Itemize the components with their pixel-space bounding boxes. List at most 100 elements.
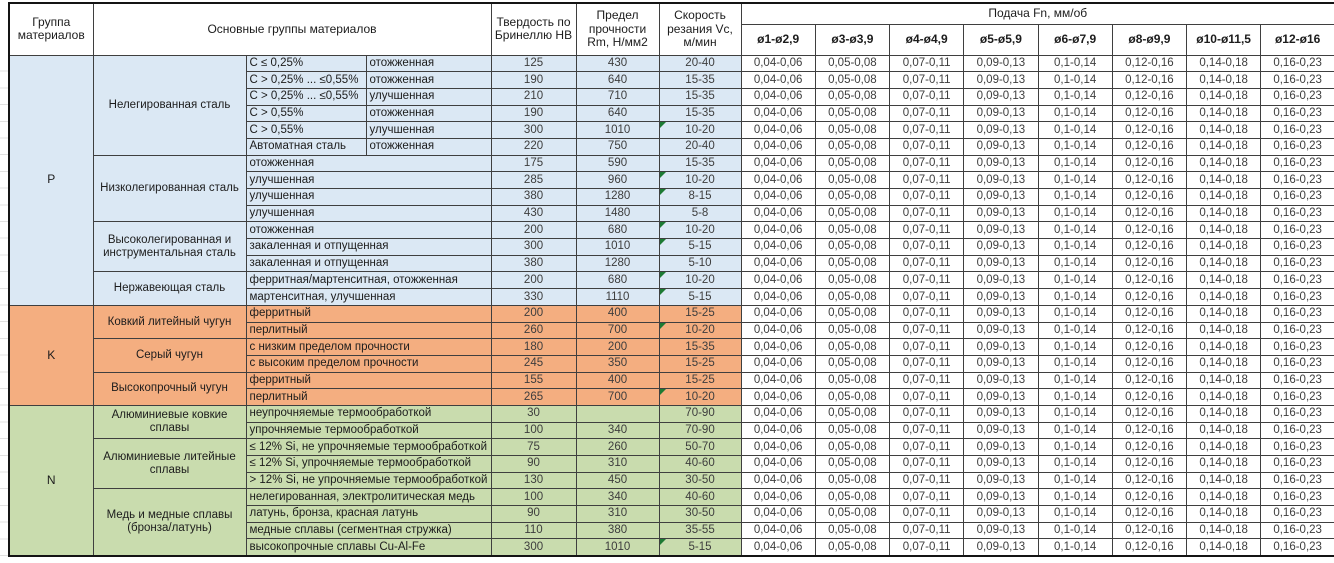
cutting-speed-value-cell: 40-60 <box>658 488 742 507</box>
feed-value-cell: 0,1-0,14 <box>1037 438 1113 456</box>
feed-value-cell: 0,07-0,11 <box>889 471 965 490</box>
strength-value-cell: 340 <box>575 488 660 507</box>
material-description-cell: отожженная <box>245 221 492 240</box>
group-code-cell: N <box>8 404 94 557</box>
feed-value-cell: 0,09-0,13 <box>963 288 1039 306</box>
cutting-speed-value-cell: 5-10 <box>658 254 742 273</box>
feed-value-cell: 0,16-0,23 <box>1260 171 1334 189</box>
excel-gridline-strip <box>0 55 8 558</box>
feed-value-cell: 0,05-0,08 <box>814 121 891 139</box>
material-description-cell: > 12% Si, не упрочняемые термообработкой <box>245 471 492 490</box>
feed-value-cell: 0,04-0,06 <box>740 338 816 356</box>
table-row: улучшенная 430 1480 5-8 0,04-0,06 0,05-0,08 0,… <box>9 204 1334 223</box>
hardness-value-cell: 100 <box>490 421 577 440</box>
feed-value-cell: 0,07-0,11 <box>889 304 965 323</box>
feed-value-cell: 0,16-0,23 <box>1260 254 1334 273</box>
feed-value-cell: 0,05-0,08 <box>814 271 891 290</box>
cutting-speed-value-cell: 10-20 <box>658 221 742 240</box>
cutting-speed-value-cell: 30-50 <box>658 505 742 523</box>
hardness-value-cell: 75 <box>490 438 577 456</box>
cutting-speed-value-cell: 15-35 <box>658 104 742 123</box>
feed-value-cell: 0,07-0,11 <box>889 254 965 273</box>
feed-value-cell: 0,07-0,11 <box>889 455 965 473</box>
strength-value-cell: 680 <box>575 221 660 240</box>
feed-value-cell: 0,09-0,13 <box>963 321 1039 340</box>
feed-value-cell: 0,09-0,13 <box>963 388 1039 406</box>
feed-value-cell: 0,1-0,14 <box>1037 421 1113 440</box>
feed-value-cell: 0,14-0,18 <box>1186 404 1262 423</box>
feed-value-cell: 0,14-0,18 <box>1186 204 1262 223</box>
error-marker-triangle-icon <box>660 322 666 329</box>
table-row: Медь и медные сплавы (бронза/латунь) неле… <box>9 488 1334 557</box>
feed-value-cell: 0,1-0,14 <box>1037 505 1113 523</box>
feed-value-cell: 0,16-0,23 <box>1260 104 1334 123</box>
feed-value-cell: 0,14-0,18 <box>1186 87 1262 106</box>
feed-value-cell: 0,04-0,06 <box>740 288 816 306</box>
feed-value-cell: 0,12-0,16 <box>1111 154 1188 173</box>
cutting-speed-value-cell: 10-20 <box>658 321 742 340</box>
feed-value-cell: 0,07-0,11 <box>889 371 965 390</box>
material-subgroup-cell: Автоматная сталь <box>245 137 367 156</box>
cutting-speed-value-cell: 10-20 <box>658 121 742 139</box>
feed-value-cell: 0,07-0,11 <box>889 321 965 340</box>
material-category-cell: Нелегированная сталь <box>92 54 247 156</box>
feed-value-cell: 0,1-0,14 <box>1037 188 1113 206</box>
feed-value-cell: 0,14-0,18 <box>1186 221 1262 240</box>
feed-value-cell: 0,04-0,06 <box>740 254 816 273</box>
material-state-cell: отожженная <box>365 137 492 156</box>
feed-value-cell: 0,09-0,13 <box>963 521 1039 540</box>
material-category-cell: Серый чугун <box>92 338 247 373</box>
feed-value-cell: 0,14-0,18 <box>1186 188 1262 206</box>
error-marker-triangle-icon <box>660 289 666 296</box>
material-description-cell: закаленная и отпущенная <box>245 238 492 256</box>
table-row: ≤ 12% Si, упрочняемые термообработкой 90 3… <box>9 455 1334 473</box>
feed-value-cell: 0,09-0,13 <box>963 471 1039 490</box>
feed-value-cell: 0,14-0,18 <box>1186 121 1262 139</box>
feed-value-cell: 0,12-0,16 <box>1111 521 1188 540</box>
feed-value-cell: 0,16-0,23 <box>1260 371 1334 390</box>
header-feed-diameter: ø8-ø9,9 <box>1111 23 1188 56</box>
feed-value-cell: 0,14-0,18 <box>1186 338 1262 356</box>
table-row: Нержавеющая сталь ферритная/мартенситная,… <box>9 271 1334 306</box>
material-subgroup-cell: C ≤ 0,25% <box>245 54 367 73</box>
table-row: Алюминиевые литейные сплавы ≤ 12% Si, не … <box>9 438 1334 490</box>
strength-value-cell: 400 <box>575 304 660 323</box>
feed-value-cell: 0,09-0,13 <box>963 338 1039 356</box>
feed-value-cell: 0,12-0,16 <box>1111 505 1188 523</box>
hardness-value-cell: 180 <box>490 338 577 356</box>
feed-value-cell: 0,09-0,13 <box>963 505 1039 523</box>
feed-value-cell: 0,16-0,23 <box>1260 321 1334 340</box>
material-state-cell: отожженная <box>365 104 492 123</box>
header-main-material-groups: Основные группы материалов <box>92 2 492 56</box>
feed-value-cell: 0,09-0,13 <box>963 354 1039 373</box>
material-description-cell: высокопрочные сплавы Cu-Al-Fe <box>245 538 492 557</box>
feed-value-cell: 0,04-0,06 <box>740 488 816 507</box>
table-row: > 12% Si, не упрочняемые термообработкой… <box>9 471 1334 490</box>
feed-value-cell: 0,14-0,18 <box>1186 505 1262 523</box>
feed-value-cell: 0,12-0,16 <box>1111 488 1188 507</box>
hardness-value-cell: 200 <box>490 271 577 290</box>
feed-value-cell: 0,1-0,14 <box>1037 238 1113 256</box>
header-tensile-strength: Предел прочности Rm, Н/мм2 <box>575 2 660 56</box>
feed-value-cell: 0,1-0,14 <box>1037 388 1113 406</box>
feed-value-cell: 0,04-0,06 <box>740 204 816 223</box>
feed-value-cell: 0,04-0,06 <box>740 438 816 456</box>
hardness-value-cell: 175 <box>490 154 577 173</box>
strength-value-cell: 750 <box>575 137 660 156</box>
header-feed-diameter: ø10-ø11,5 <box>1186 23 1262 56</box>
feed-value-cell: 0,07-0,11 <box>889 188 965 206</box>
material-category-cell: Нержавеющая сталь <box>92 271 247 306</box>
feed-value-cell: 0,07-0,11 <box>889 71 965 89</box>
feed-value-cell: 0,05-0,08 <box>814 238 891 256</box>
cutting-speed-value-cell: 15-35 <box>658 154 742 173</box>
strength-value-cell: 260 <box>575 438 660 456</box>
feed-value-cell: 0,04-0,06 <box>740 87 816 106</box>
table-row: C > 0,55% отожженная 190 640 15-35 0,04-0,06 0… <box>9 104 1334 123</box>
material-subgroup-cell: C > 0,25% ... ≤0,55% <box>245 87 367 106</box>
group-code-cell: P <box>8 54 94 306</box>
material-subgroup-cell: C > 0,55% <box>245 104 367 123</box>
table-row: закаленная и отпущенная 380 1280 5-10 0,04-0… <box>9 254 1334 273</box>
material-description-cell: неупрочняемые термообработкой <box>245 404 492 423</box>
feed-value-cell: 0,14-0,18 <box>1186 137 1262 156</box>
